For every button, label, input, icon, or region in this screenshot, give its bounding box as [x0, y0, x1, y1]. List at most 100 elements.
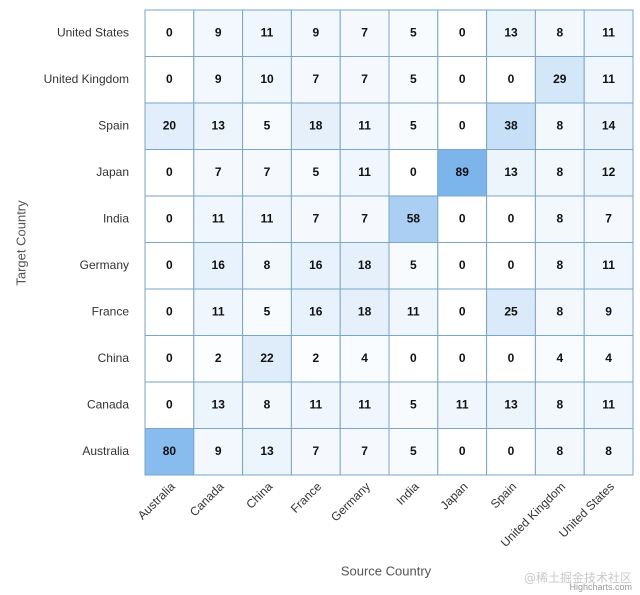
heatmap-cell-label: 22: [260, 351, 274, 365]
heatmap-cell[interactable]: [388, 149, 439, 197]
heatmap-cell[interactable]: [388, 335, 439, 383]
heatmap-cell[interactable]: [290, 56, 341, 104]
heatmap-cell[interactable]: [486, 428, 536, 476]
heatmap-cell[interactable]: [437, 149, 488, 197]
heatmap-cell[interactable]: [144, 242, 195, 290]
heatmap-cell[interactable]: [486, 288, 536, 336]
heatmap-cell[interactable]: [339, 381, 390, 429]
x-tick-label: France: [288, 479, 325, 516]
heatmap-cell[interactable]: [242, 242, 292, 290]
heatmap-cell[interactable]: [193, 428, 244, 476]
heatmap-cell-label: 7: [361, 211, 368, 225]
heatmap-cell[interactable]: [290, 288, 341, 336]
heatmap-cell[interactable]: [193, 381, 244, 429]
heatmap-cell[interactable]: [144, 288, 195, 336]
heatmap-cell[interactable]: [388, 288, 439, 336]
heatmap-cell-label: 0: [166, 397, 173, 411]
heatmap-cell[interactable]: [583, 335, 634, 383]
heatmap-cell[interactable]: [144, 9, 195, 57]
heatmap-cell[interactable]: [242, 102, 292, 150]
heatmap-cell[interactable]: [534, 195, 585, 243]
heatmap-cell[interactable]: [486, 381, 536, 429]
heatmap-cell[interactable]: [242, 335, 292, 383]
heatmap-cell[interactable]: [290, 242, 341, 290]
heatmap-cell-label: 7: [264, 165, 271, 179]
heatmap-cell[interactable]: [534, 428, 585, 476]
heatmap-cell[interactable]: [437, 102, 488, 150]
heatmap-cell-label: 4: [605, 351, 612, 365]
heatmap-cell[interactable]: [290, 428, 341, 476]
heatmap-cell[interactable]: [144, 102, 195, 150]
heatmap-cell-label: 13: [260, 444, 274, 458]
heatmap-cell-label: 5: [410, 444, 417, 458]
heatmap-cell[interactable]: [583, 56, 634, 104]
heatmap-cell[interactable]: [339, 242, 390, 290]
heatmap-cell[interactable]: [193, 9, 244, 57]
heatmap-cell-label: 8: [556, 397, 563, 411]
heatmap-cell[interactable]: [193, 56, 244, 104]
heatmap-cell[interactable]: [583, 102, 634, 150]
heatmap-cell[interactable]: [534, 335, 585, 383]
heatmap-cell-label: 5: [264, 304, 271, 318]
heatmap-cell[interactable]: [290, 335, 341, 383]
heatmap-cell-label: 0: [508, 211, 515, 225]
heatmap-cell[interactable]: [486, 9, 536, 57]
heatmap-cell[interactable]: [486, 335, 536, 383]
heatmap-cell[interactable]: [437, 428, 488, 476]
heatmap-cell[interactable]: [388, 56, 439, 104]
heatmap-cell-label: 9: [215, 25, 222, 39]
heatmap-cell-label: 13: [212, 118, 226, 132]
heatmap-cell-label: 0: [459, 211, 466, 225]
heatmap-cell[interactable]: [486, 195, 536, 243]
heatmap-cell[interactable]: [339, 195, 390, 243]
heatmap-cell[interactable]: [583, 288, 634, 336]
heatmap-cell[interactable]: [242, 195, 292, 243]
heatmap-cell[interactable]: [583, 381, 634, 429]
heatmap-cell-label: 7: [361, 25, 368, 39]
credits-text[interactable]: Highcharts.com: [569, 582, 632, 592]
heatmap-cell[interactable]: [534, 56, 585, 104]
heatmap-cell[interactable]: [193, 195, 244, 243]
heatmap-cell[interactable]: [388, 9, 439, 57]
heatmap-cell[interactable]: [388, 242, 439, 290]
heatmap-cell[interactable]: [144, 381, 195, 429]
heatmap-cell[interactable]: [534, 102, 585, 150]
heatmap-cell[interactable]: [437, 381, 488, 429]
heatmap-cell[interactable]: [144, 428, 195, 476]
heatmap-cell[interactable]: [388, 428, 439, 476]
heatmap-cell[interactable]: [534, 288, 585, 336]
heatmap-cell[interactable]: [534, 381, 585, 429]
heatmap-cell[interactable]: [437, 288, 488, 336]
heatmap-cell[interactable]: [388, 195, 439, 243]
heatmap-cell[interactable]: [193, 102, 244, 150]
heatmap-cell[interactable]: [242, 9, 292, 57]
heatmap-cell[interactable]: [437, 195, 488, 243]
heatmap-cell-label: 38: [504, 118, 518, 132]
heatmap-cell-label: 9: [312, 25, 319, 39]
heatmap-cell[interactable]: [437, 56, 488, 104]
heatmap-cell[interactable]: [339, 335, 390, 383]
heatmap-cell[interactable]: [583, 195, 634, 243]
heatmap-cell-label: 0: [459, 351, 466, 365]
heatmap-cell-label: 5: [410, 25, 417, 39]
heatmap-cell[interactable]: [242, 381, 292, 429]
heatmap-cell-label: 58: [407, 211, 421, 225]
heatmap-cell[interactable]: [583, 149, 634, 197]
heatmap-cell[interactable]: [193, 335, 244, 383]
heatmap-cell-label: 11: [261, 211, 274, 225]
heatmap-cell[interactable]: [486, 56, 536, 104]
heatmap-cell[interactable]: [339, 428, 390, 476]
heatmap-cell[interactable]: [583, 428, 634, 476]
heatmap-cell[interactable]: [290, 381, 341, 429]
heatmap-cell-label: 8: [556, 118, 563, 132]
heatmap-cell[interactable]: [437, 335, 488, 383]
heatmap-cell[interactable]: [486, 102, 536, 150]
heatmap-cell-label: 0: [459, 444, 466, 458]
heatmap-cell[interactable]: [583, 9, 634, 57]
heatmap-cell[interactable]: [144, 149, 195, 197]
heatmap-cell[interactable]: [534, 242, 585, 290]
y-axis-title: Target Country: [13, 200, 28, 286]
heatmap-cell-label: 0: [166, 304, 173, 318]
heatmap-cell[interactable]: [534, 149, 585, 197]
heatmap-cell[interactable]: [242, 428, 292, 476]
